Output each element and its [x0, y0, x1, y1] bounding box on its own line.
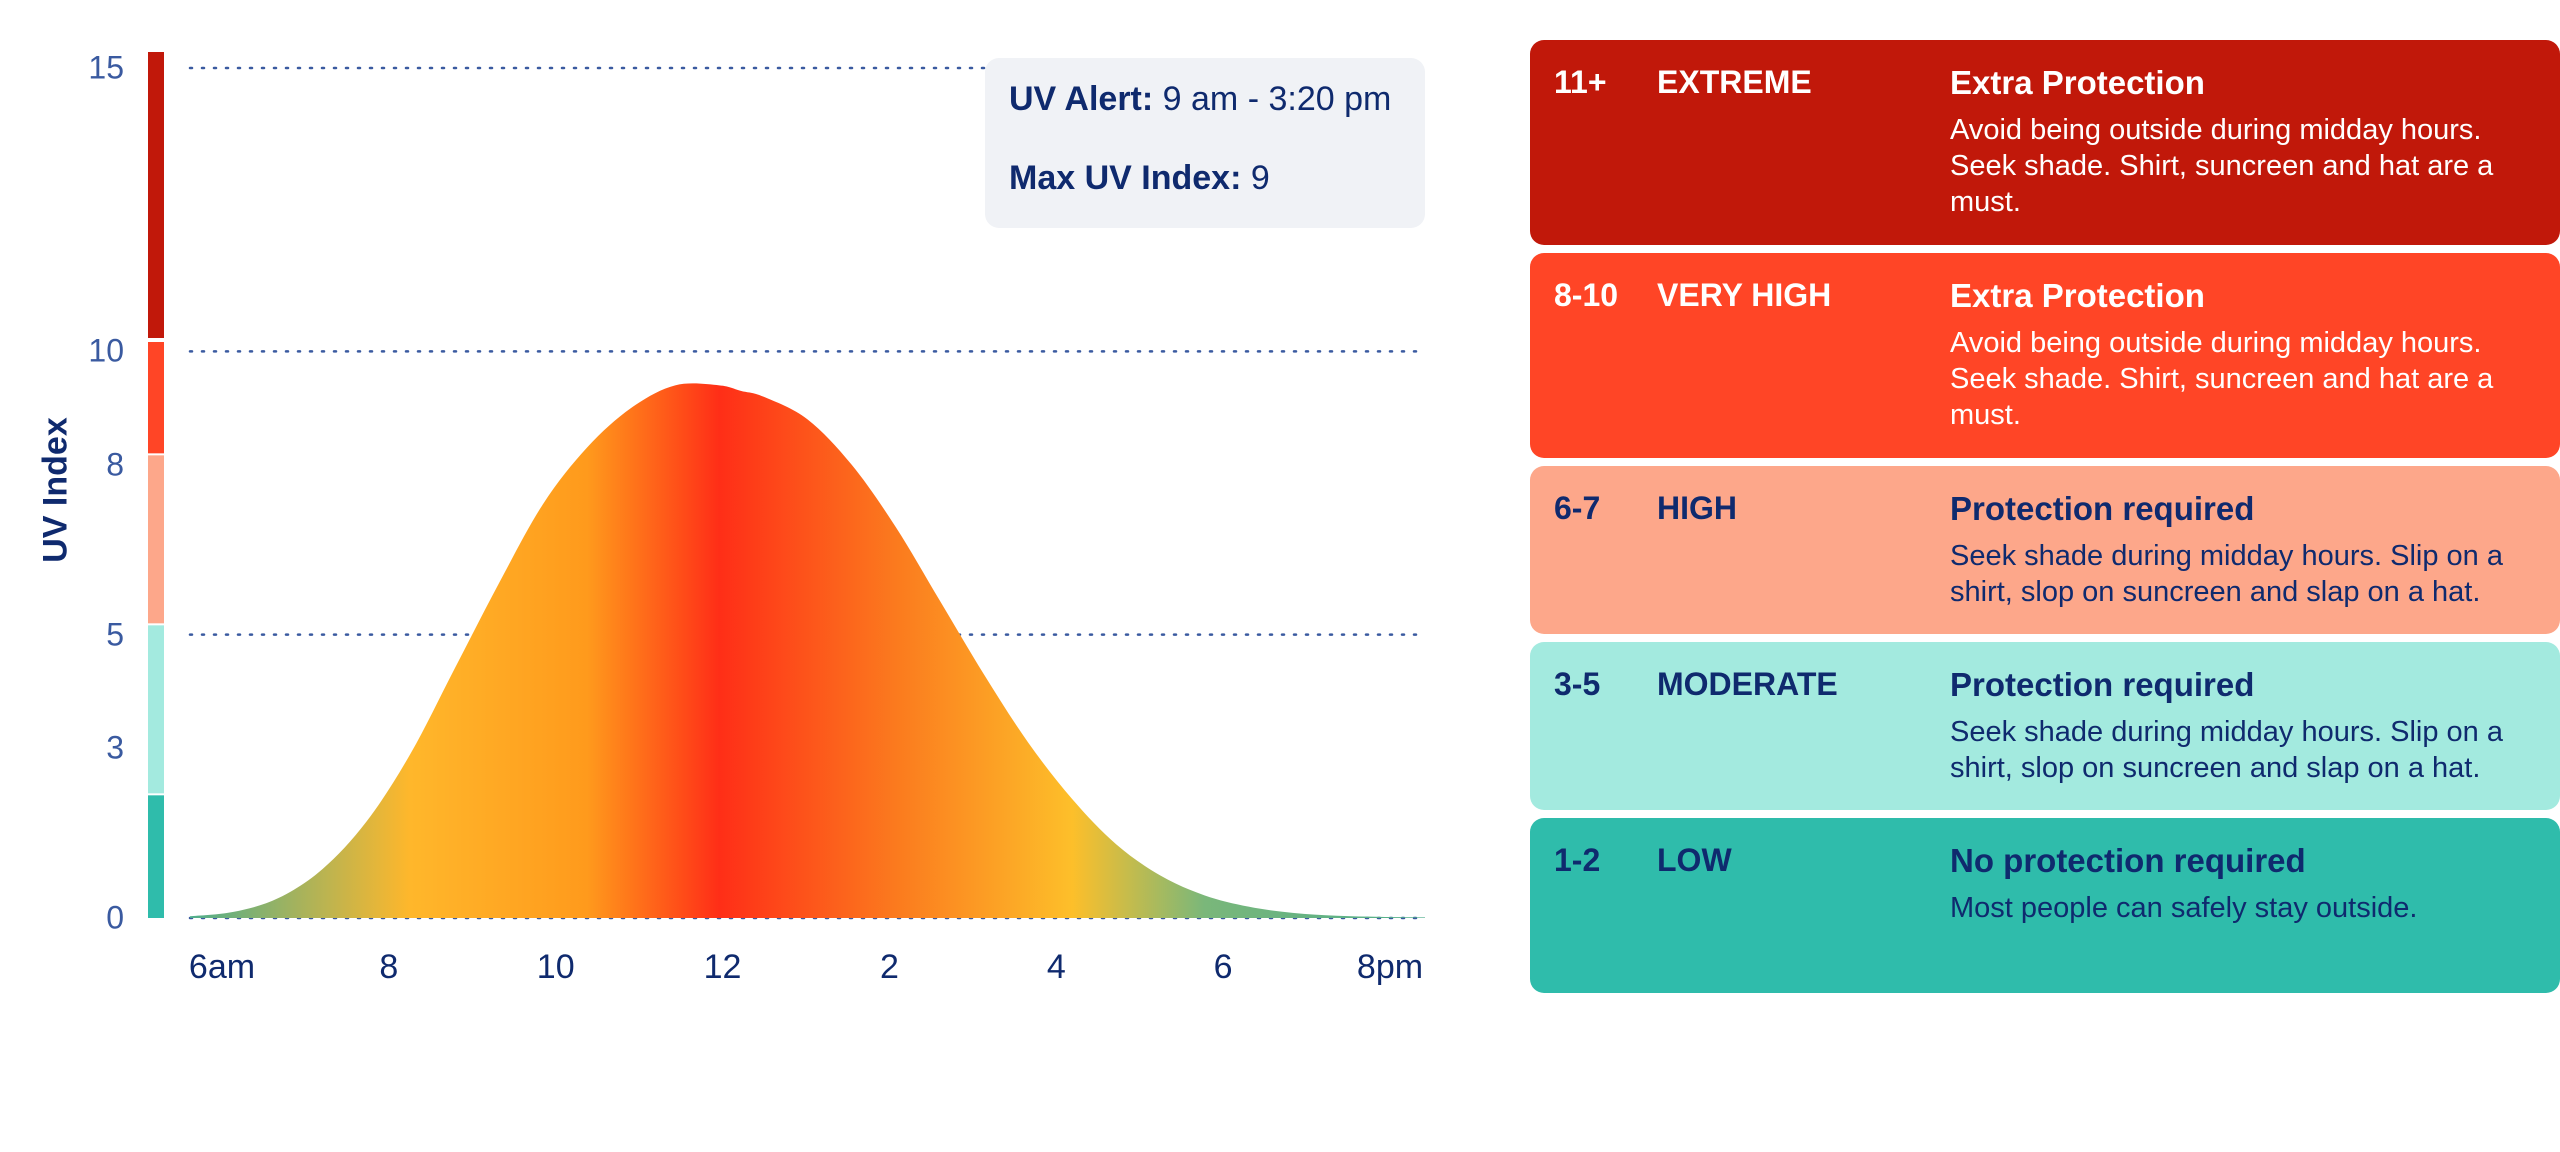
category-description: Most people can safely stay outside.: [1950, 892, 2418, 924]
uv-chart: UV Index 0 3 5 8 10 15 6am 8 10 12 2 4 6 8pm UV Aler…: [36, 49, 1427, 986]
uv-scale-band-1: [148, 625, 164, 794]
uv-alert-label: UV Alert:: [1009, 80, 1154, 118]
category-description: Avoid being outside during midday hours.…: [1950, 327, 2494, 431]
category-level: EXTREME: [1657, 64, 1812, 100]
max-uv-label: Max UV Index:: [1009, 159, 1242, 197]
category-level: HIGH: [1657, 490, 1737, 526]
category-description: Seek shade during midday hours. Slip on …: [1950, 540, 2503, 608]
uv-scale-band-2: [148, 455, 164, 624]
category-heading: Protection required: [1950, 490, 2255, 527]
y-tick-label: 15: [88, 49, 124, 86]
category-range: 1-2: [1554, 842, 1601, 878]
y-axis-title: UV Index: [36, 417, 75, 563]
uv-curve-area: [190, 383, 1425, 919]
category-heading: Extra Protection: [1950, 277, 2205, 314]
uv-scale-band-0: [148, 795, 164, 918]
category-range: 8-10: [1554, 277, 1619, 313]
uv-scale-band-3: [148, 342, 164, 454]
category-heading: No protection required: [1950, 842, 2306, 879]
category-range: 6-7: [1554, 490, 1601, 526]
uv-info-box: UV Alert: 9 am - 3:20 pm Max UV Index: 9: [985, 58, 1425, 228]
uv-alert-line: UV Alert: 9 am - 3:20 pm: [1009, 80, 1401, 119]
y-tick-label: 10: [88, 332, 124, 369]
max-uv-value: 9: [1250, 159, 1270, 197]
uv-category-legend: 11+ EXTREME Extra Protection Avoid being ou…: [1530, 40, 2560, 1001]
category-description: Seek shade during midday hours. Slip on …: [1950, 716, 2503, 784]
x-tick-label: 2: [879, 948, 899, 986]
x-tick-label: 8: [379, 948, 399, 986]
x-tick-label: 12: [703, 948, 742, 986]
uv-chart-svg: [148, 52, 1427, 920]
category-description: Avoid being outside during midday hours.…: [1950, 114, 2494, 218]
x-tick-label: 6: [1213, 948, 1233, 986]
category-range: 3-5: [1554, 666, 1601, 702]
x-tick-label: 6am: [188, 948, 256, 986]
uv-category-extreme: 11+ EXTREME Extra Protection Avoid being ou…: [1530, 40, 2560, 245]
uv-scale-band-4: [148, 52, 164, 338]
uv-category-moderate: 3-5 MODERATE Protection required Seek shade…: [1530, 642, 2560, 810]
uv-category-very-high: 8-10 VERY HIGH Extra Protection Avoid being…: [1530, 253, 2560, 458]
category-level: VERY HIGH: [1657, 277, 1832, 313]
x-tick-label: 10: [536, 948, 575, 986]
y-tick-label: 5: [106, 616, 124, 653]
category-level: LOW: [1657, 842, 1732, 878]
uv-alert-value: 9 am - 3:20 pm: [1162, 80, 1392, 118]
uv-category-high: 6-7 HIGH Protection required Seek shade dur…: [1530, 466, 2560, 634]
y-tick-label: 8: [106, 446, 124, 483]
category-heading: Extra Protection: [1950, 64, 2205, 101]
uv-category-low: 1-2 LOW No protection required Most people …: [1530, 818, 2560, 993]
category-level: MODERATE: [1657, 666, 1838, 702]
category-heading: Protection required: [1950, 666, 2255, 703]
x-tick-label: 8pm: [1356, 948, 1424, 986]
category-range: 11+: [1554, 64, 1607, 100]
max-uv-line: Max UV Index: 9: [1009, 159, 1401, 198]
x-tick-label: 4: [1046, 948, 1066, 986]
y-tick-label: 3: [106, 729, 124, 766]
y-tick-label: 0: [106, 899, 124, 936]
